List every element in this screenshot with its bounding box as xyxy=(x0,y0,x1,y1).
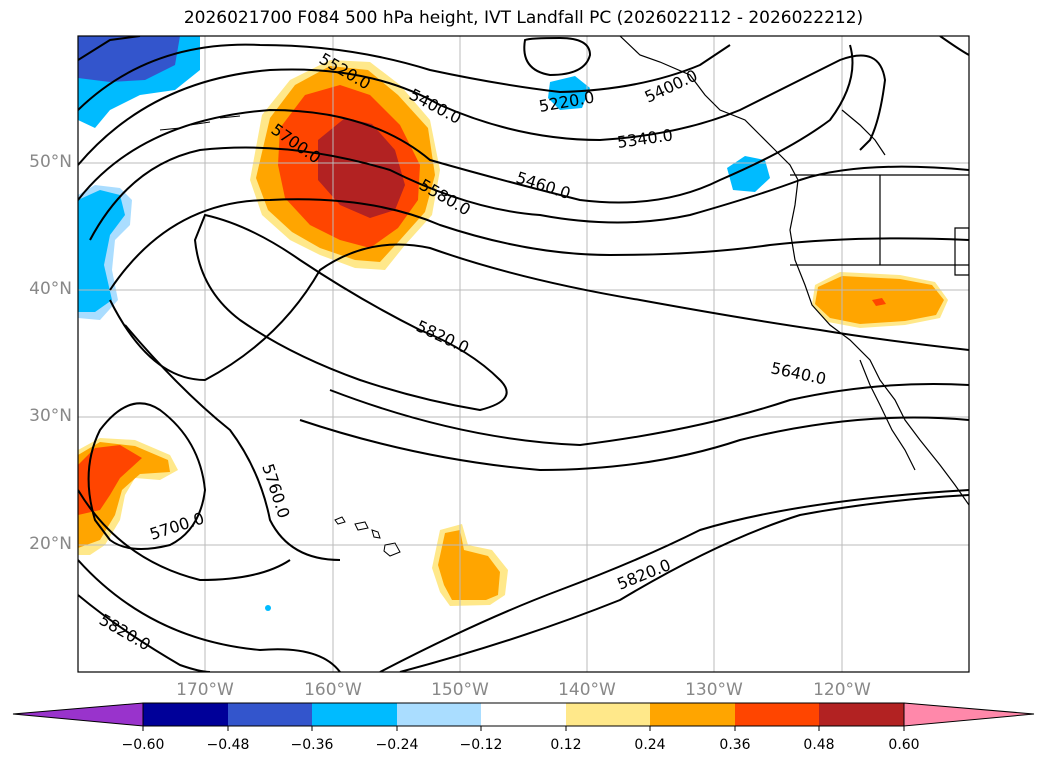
colorbar-segment xyxy=(566,703,650,726)
lat-label: 20°N xyxy=(29,534,72,554)
colorbar-tick-label: −0.12 xyxy=(459,737,503,753)
colorbar-segment xyxy=(397,703,481,726)
positive-anomaly-california-high xyxy=(872,298,886,306)
negative-anomaly-west-core xyxy=(78,190,125,312)
lon-label: 130°W xyxy=(685,680,743,700)
lat-label: 50°N xyxy=(29,152,72,172)
graticule xyxy=(78,36,969,672)
colorbar-tick-label: 0.12 xyxy=(550,737,582,753)
colorbar-segment xyxy=(650,703,735,726)
positive-anomaly-north-pacific-max xyxy=(318,118,405,218)
colorbar-tick-label: −0.24 xyxy=(375,737,419,753)
colorbar-tick-label: 0.24 xyxy=(634,737,666,753)
map-frame xyxy=(77,35,970,673)
colorbar-extend-low xyxy=(12,702,144,727)
lat-label: 40°N xyxy=(29,279,72,299)
colorbar-extend-high xyxy=(903,702,1035,727)
colorbar-segment xyxy=(143,703,228,726)
lon-label: 150°W xyxy=(431,680,489,700)
map-title: 2026021700 F084 500 hPa height, IVT Land… xyxy=(183,8,864,28)
lon-label: 120°W xyxy=(813,680,871,700)
colorbar-tick-label: 0.36 xyxy=(719,737,751,753)
colorbar-tick-label: −0.36 xyxy=(290,737,334,753)
map-plot-area: 5520.0 5400.0 5220.0 5340.0 5700.0 5580.… xyxy=(78,36,969,672)
colorbar-segment xyxy=(735,703,819,726)
positive-anomaly-subtropical-west-high xyxy=(78,445,142,515)
colorbar-tick-label: 0.48 xyxy=(803,737,835,753)
colorbar-tick-label: 0.60 xyxy=(888,737,920,753)
colorbar-segment xyxy=(312,703,397,726)
lon-label: 170°W xyxy=(176,680,234,700)
colorbar-tick-label: −0.48 xyxy=(206,737,250,753)
positive-anomaly-hawaii-mid xyxy=(438,530,500,600)
negative-anomaly-nw-core xyxy=(78,36,180,82)
negative-anomaly-speck xyxy=(265,605,271,611)
height-contours xyxy=(78,36,969,672)
colorbar-segment xyxy=(228,703,312,726)
lon-label: 140°W xyxy=(558,680,616,700)
colorbar-segment xyxy=(481,703,566,726)
colorbar-tick-label: −0.60 xyxy=(121,737,165,753)
colorbar xyxy=(12,702,1035,731)
lon-label: 160°W xyxy=(304,680,362,700)
negative-anomaly-alaska xyxy=(548,76,590,110)
lat-label: 30°N xyxy=(29,406,72,426)
colorbar-segment xyxy=(819,703,904,726)
negative-anomaly-bc xyxy=(727,156,770,192)
